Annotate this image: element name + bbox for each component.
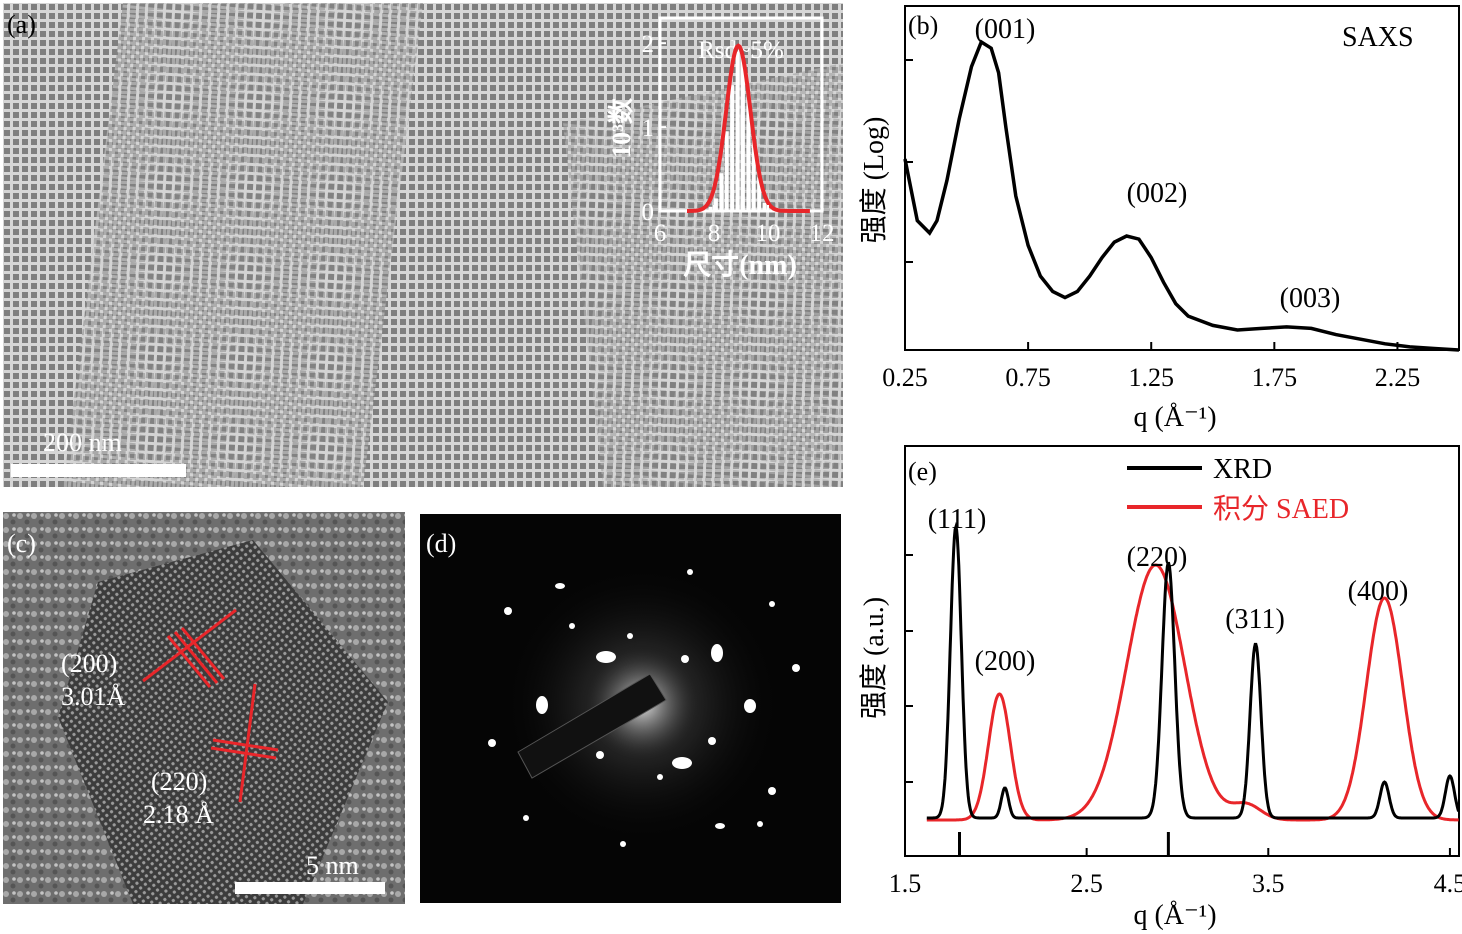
- saxs-title: SAXS: [1342, 22, 1414, 53]
- inset-x-tick-label: 6: [654, 220, 667, 247]
- panel-a-label: (a): [7, 10, 36, 39]
- spacing-2-plane: (220): [151, 767, 207, 796]
- saxs-y-axis-title: 强度 (Log): [858, 117, 890, 244]
- histogram-bar: [762, 202, 767, 211]
- xrd-x-tick-label: 2.5: [1070, 869, 1103, 898]
- saxs-x-tick-label: 1.25: [1128, 363, 1174, 392]
- panel-b-label: (b): [908, 11, 938, 40]
- xrd-plot-frame: [904, 445, 1460, 857]
- panel-d: (d): [420, 514, 841, 903]
- histogram-bar: [757, 177, 762, 211]
- saxs-x-axis-title: q (Å⁻¹): [1133, 402, 1216, 433]
- beam-stop: [517, 673, 667, 779]
- legend-label-saed: 积分 SAED: [1213, 494, 1349, 525]
- histogram-bar: [735, 51, 740, 211]
- inset-x-axis-title: 尺寸(nm): [683, 249, 797, 281]
- legend-label-xrd: XRD: [1213, 454, 1272, 485]
- histogram-bar: [724, 131, 729, 211]
- saxs-plot-frame: [904, 5, 1460, 351]
- peak-label-311: (311): [1225, 604, 1285, 635]
- inset-y-axis-title: 10³数: [607, 97, 636, 158]
- inset-y-tick-label: 0: [642, 199, 655, 226]
- saxs-curve: [903, 39, 1460, 352]
- scale-bar-label-c: 5 nm: [306, 851, 359, 880]
- peak-label-111: (111): [928, 504, 987, 535]
- inset-x-tick-label: 8: [708, 220, 721, 247]
- xrd-curve: [926, 521, 1461, 820]
- inset-bars: [708, 51, 767, 212]
- nanocrystal-lattice: [58, 540, 388, 904]
- xrd-x-tick-label: 4.5: [1434, 869, 1462, 898]
- peak-label-001: (001): [975, 14, 1036, 45]
- scale-bar-label: 200 nm: [43, 428, 122, 457]
- saxs-x-ticks: 0.25 0.75 1.25 1.75 2.25: [882, 342, 1420, 392]
- inset-x-tick-label: 12: [810, 220, 835, 247]
- histogram-bar: [714, 198, 718, 211]
- peak-label-200: (200): [975, 646, 1036, 677]
- inset-y-tick-label: 2: [642, 31, 655, 58]
- spacing-1-value: 3.01Å: [61, 682, 126, 711]
- inset-x-ticks: 6 8 10 12: [654, 205, 835, 247]
- panel-c-label: (c): [7, 529, 36, 558]
- saxs-x-tick-label: 0.75: [1005, 363, 1051, 392]
- spacing-2-value: 2.18 Å: [143, 800, 214, 829]
- peak-label-400: (400): [1348, 576, 1409, 607]
- histogram-bar: [708, 206, 713, 211]
- saxs-x-tick-label: 2.25: [1375, 363, 1421, 392]
- tem-overview-image: (a) 200 nm: [3, 3, 843, 487]
- peak-label-003: (003): [1280, 283, 1341, 314]
- reference-ticks: [957, 832, 1170, 856]
- panel-c: (c) (200) 3.01Å (220) 2.18 Å 5 nm: [3, 512, 405, 904]
- gaussian-fit-curve: [687, 43, 810, 213]
- histogram-bar: [719, 173, 724, 211]
- panel-a: (a) 200 nm: [3, 3, 843, 487]
- peak-label-220: (220): [1127, 542, 1188, 573]
- xrd-y-axis-title: 强度 (a.u.): [858, 597, 890, 719]
- histogram-bar: [730, 85, 735, 211]
- xrd-x-axis-title: q (Å⁻¹): [1133, 900, 1216, 931]
- scale-bar-c: [235, 882, 385, 894]
- scale-bar: [11, 464, 186, 477]
- xrd-left-ticks: [905, 554, 913, 783]
- inset-x-tick-label: 10: [756, 220, 781, 247]
- inset-y-ticks: 0 1 2: [642, 31, 666, 226]
- xrd-x-tick-label: 3.5: [1252, 869, 1285, 898]
- panel-d-label: (d): [426, 529, 456, 558]
- panel-e: 1.5 2.5 3.5 4.5 (e) XRD 积分 SAED (111) (200)…: [845, 440, 1462, 934]
- spacing-marker-220: [210, 683, 279, 803]
- saxs-x-tick-label: 0.25: [882, 363, 928, 392]
- histogram-bar: [751, 139, 756, 211]
- histogram-bar: [746, 93, 751, 211]
- panel-e-label: (e): [908, 457, 937, 486]
- histogram-bar: [741, 55, 745, 212]
- peak-label-002: (002): [1127, 178, 1188, 209]
- saxs-x-tick-label: 1.75: [1252, 363, 1298, 392]
- spacing-marker-200: [142, 608, 237, 688]
- saed-curve: [926, 563, 1459, 822]
- spacing-1-plane: (200): [61, 649, 117, 678]
- xrd-x-ticks: 1.5 2.5 3.5 4.5: [889, 848, 1462, 898]
- diffraction-spots: [488, 569, 800, 847]
- inset-y-tick-label: 1: [642, 115, 655, 142]
- xrd-x-tick-label: 1.5: [889, 869, 922, 898]
- panel-b: 0.25 0.75 1.25 1.75 2.25 (b) SAXS (001) (002…: [845, 0, 1462, 440]
